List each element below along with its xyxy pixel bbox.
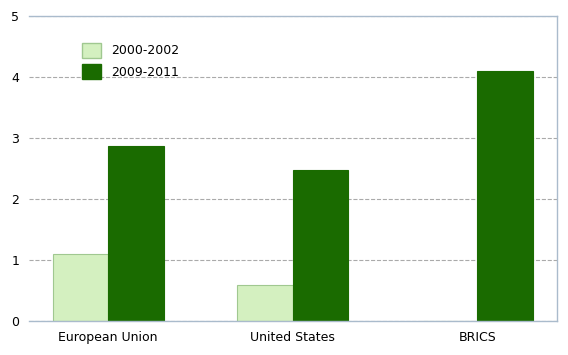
Bar: [237, 285, 293, 321]
Bar: [293, 170, 348, 321]
Bar: [478, 71, 533, 321]
Legend: 2000-2002, 2009-2011: 2000-2002, 2009-2011: [77, 38, 184, 84]
Bar: [108, 146, 164, 321]
Bar: [53, 254, 108, 321]
